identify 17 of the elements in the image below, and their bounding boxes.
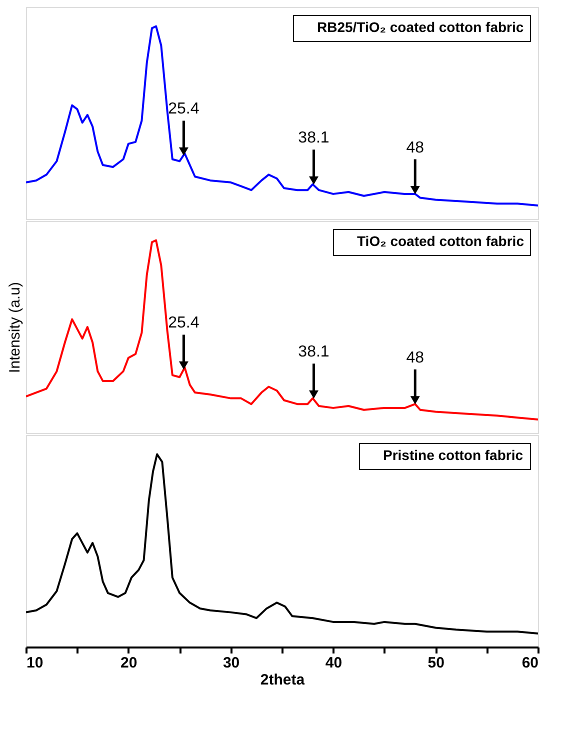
text: RB25/TiO₂ coated cotton fabric [317, 19, 524, 35]
x-tick-label: 20 [120, 654, 138, 672]
annotation: 48 [406, 349, 424, 366]
annotation: 38.1 [298, 344, 330, 361]
text: Pristine cotton fabric [383, 447, 524, 463]
x-axis-title: 2theta [260, 672, 306, 688]
x-tick-label: 40 [325, 654, 342, 672]
y-axis-title: Intensity (a.u) [6, 282, 24, 373]
annotation: 38.1 [298, 130, 330, 147]
annotation: 25.4 [168, 314, 200, 332]
x-tick-label: 10 [26, 654, 44, 672]
x-tick-label: 60 [522, 654, 538, 672]
x-tick-label: 50 [428, 654, 444, 672]
text: TiO₂ coated cotton fabric [357, 233, 524, 249]
x-tick-label: 30 [222, 654, 240, 672]
annotation: 48 [406, 139, 424, 156]
annotation: 25.4 [168, 100, 200, 118]
